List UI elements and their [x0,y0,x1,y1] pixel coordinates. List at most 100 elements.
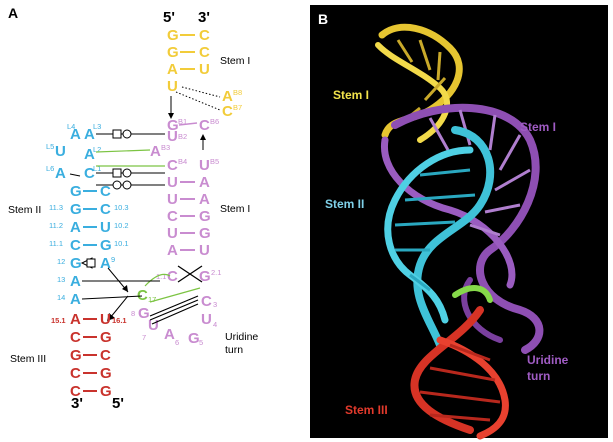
purple-nt-l2: U [167,191,178,208]
blue-u-l5: U [55,143,66,160]
label-stem-ii: Stem II [8,204,41,216]
purple-a-b3: A [150,143,161,160]
label-turn: turn [225,344,243,356]
square-symbol-2 [112,168,122,178]
green-link-c [95,149,151,153]
yellow-nt-r3: U [199,61,210,78]
purple-c-b6-num: B6 [210,117,219,126]
label-stem-iii: Stem III [10,353,46,365]
blue-u-l5-num: L5 [46,142,54,151]
purple-nt-r5: U [199,242,210,259]
red-nt-r5: G [100,383,112,400]
blue-pair-bars [83,190,97,246]
dotted-link-2 [175,91,221,111]
green-connector [452,285,493,303]
b-label-turn: turn [527,369,550,383]
panel-b-label: B [318,11,328,27]
blue-nt-l4: C [70,237,81,254]
circle-symbol-2 [122,168,132,178]
blue-a-l6: A [55,165,66,182]
three-prime-end-top: 3' [198,9,210,26]
red-nt-l1: A [70,311,81,328]
yellow-nt-l4: U [167,78,178,95]
uridine-nt-4: U [201,311,212,328]
purple-c-b4: C [167,157,178,174]
red-nt-l3: G [70,347,82,364]
blue-a-l3: A [84,126,95,143]
blue-nt-r2: C [100,201,111,218]
three-prime-end-bottom: 3' [71,395,83,412]
label-stem-i-top: Stem I [220,55,250,67]
green-c17-num: 17 [148,295,156,304]
red-nt-r2: G [100,329,112,346]
blue-nt-r1: C [100,183,111,200]
panel-b: B [310,5,608,440]
blue-num-l2: 11.3 [49,203,63,212]
blue-c-l1: C [84,165,95,182]
purple-junction-c-num: 1.1 [156,272,166,281]
blue-a-l2: A [84,146,95,163]
uridine-nt-8: G [138,305,150,322]
uridine-nt-6: A [164,326,175,343]
uridine-num-3: 3 [213,300,217,309]
b-label-stem-iii: Stem III [345,403,388,417]
blue-num-l3: 11.2 [49,221,63,230]
red-nt-r3: C [100,347,111,364]
blue-a9: A [100,255,111,272]
green-link-a [144,273,171,287]
cross-line-2 [177,265,203,283]
purple-u-b2-num: B2 [178,132,187,141]
yellow-nt-l2: G [167,44,179,61]
green-link-b [149,287,201,303]
red-stem-iii: A U 15.1 16.1 C G G C C G C G [51,311,127,400]
yellow-bulge-a-num: B8 [233,88,242,97]
yellow-bulge-c: C [222,103,233,120]
blue-num-l4: 11.1 [49,239,63,248]
square-symbol-1 [112,129,122,139]
green-c17: C [137,287,148,304]
label-stem-i-mid: Stem I [220,203,250,215]
uridine-num-7: 7 [142,333,146,342]
circle-symbol-1 [122,129,132,139]
arrow-diag-head [107,313,115,321]
dotted-link-1 [181,86,221,98]
red-helix [410,306,509,440]
red-nt-r4: G [100,365,112,382]
b-label-stem-i-purple: Stem I [520,120,556,134]
red-pair-bars [83,318,97,392]
blue-g12-num: 12 [57,257,65,266]
blue-a14: A [70,291,81,308]
red-num-l1: 15.1 [51,316,66,325]
purple-junction-g: G [199,268,211,285]
uridine-turn-nts: C 3 U 4 G 5 A 6 U 7 G 8 [131,293,217,347]
blue-nt-l3: A [70,219,81,236]
five-prime-end-bottom: 5' [112,395,124,412]
purple-nt-r4: G [199,225,211,242]
square-symbol-3 [86,258,96,268]
link-a14 [81,295,143,300]
purple-top: G B1 C B6 A B3 C B4 U B5 U B2 [150,117,219,174]
b-label-stem-i-yellow: Stem I [333,88,369,102]
purple-nt-l1: U [167,174,178,191]
purple-nt-l3: C [167,208,178,225]
blue-a-l2-num: L2 [93,145,101,154]
purple-nt-r2: A [199,191,210,208]
purple-helix [380,103,544,354]
blue-nt-l1: G [70,183,82,200]
purple-nt-r3: G [199,208,211,225]
b-label-stem-ii: Stem II [325,197,364,211]
uridine-num-4: 4 [213,320,217,329]
panel-a: A 5' 3' 3' 5' G C G C A U U A B8 C B7 St… [8,5,258,412]
blue-a13-num: 13 [57,275,65,284]
blue-nt-r4: G [100,237,112,254]
red-nt-r1: U [100,311,111,328]
purple-nt-r1: A [199,174,210,191]
uridine-num-6: 6 [175,338,179,347]
arrow-down-head [168,113,174,119]
purple-c-b4-num: B4 [178,157,187,166]
purple-nt-l5: A [167,242,178,259]
b-label-uridine: Uridine [527,353,569,367]
purple-link-b1-b6 [178,122,198,126]
uridine-nt-7: U [148,317,159,334]
